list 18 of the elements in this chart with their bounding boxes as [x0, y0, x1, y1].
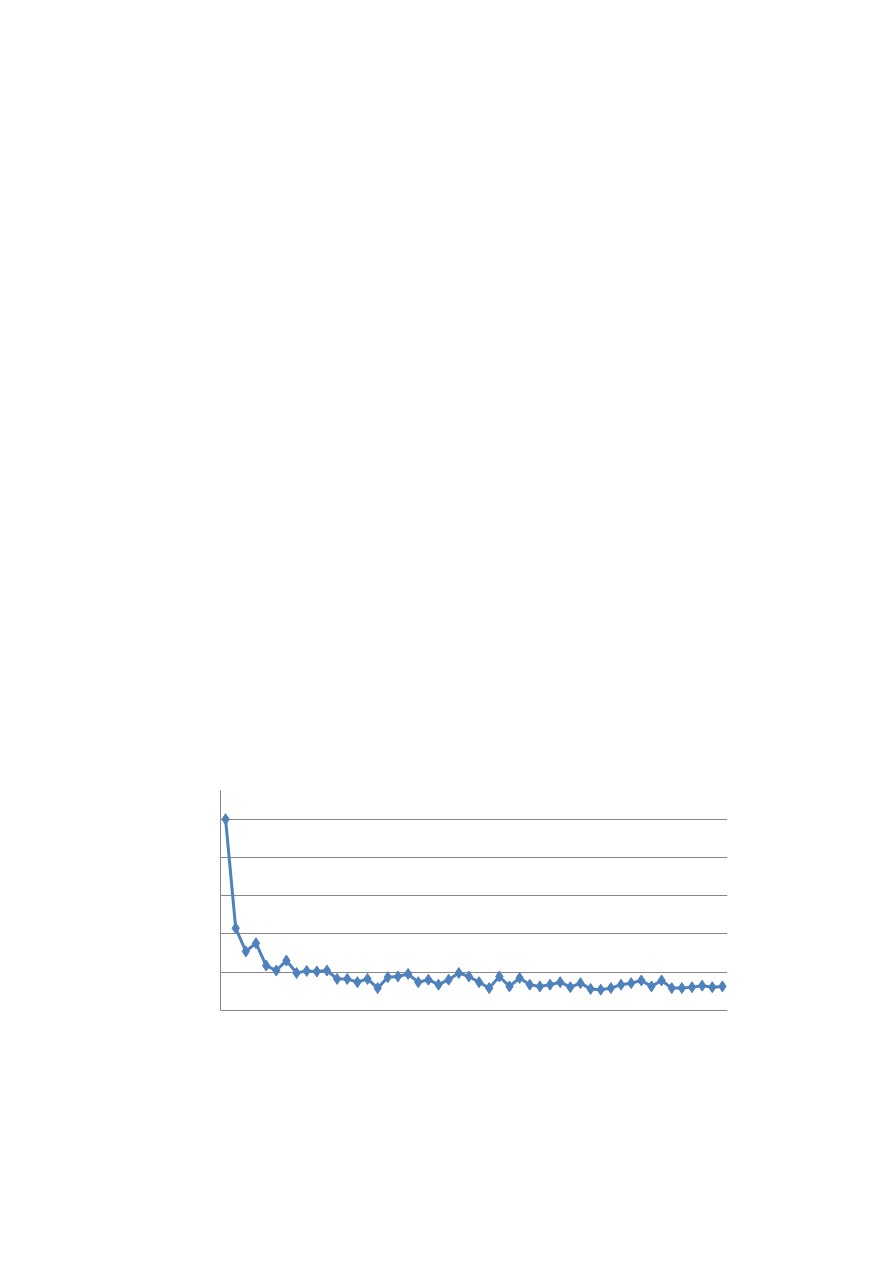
- point: [677, 982, 687, 995]
- point: [241, 945, 251, 958]
- point: [606, 982, 616, 995]
- point: [332, 972, 342, 985]
- point: [393, 970, 403, 983]
- point: [464, 970, 474, 983]
- point: [616, 978, 626, 991]
- point: [292, 967, 301, 979]
- point: [535, 980, 545, 993]
- point: [454, 967, 463, 979]
- point: [545, 978, 555, 991]
- point: [261, 959, 271, 972]
- point: [322, 964, 332, 977]
- point: [474, 976, 484, 989]
- point: [403, 967, 413, 980]
- point: [697, 979, 707, 992]
- point: [687, 981, 697, 994]
- point: [251, 937, 261, 950]
